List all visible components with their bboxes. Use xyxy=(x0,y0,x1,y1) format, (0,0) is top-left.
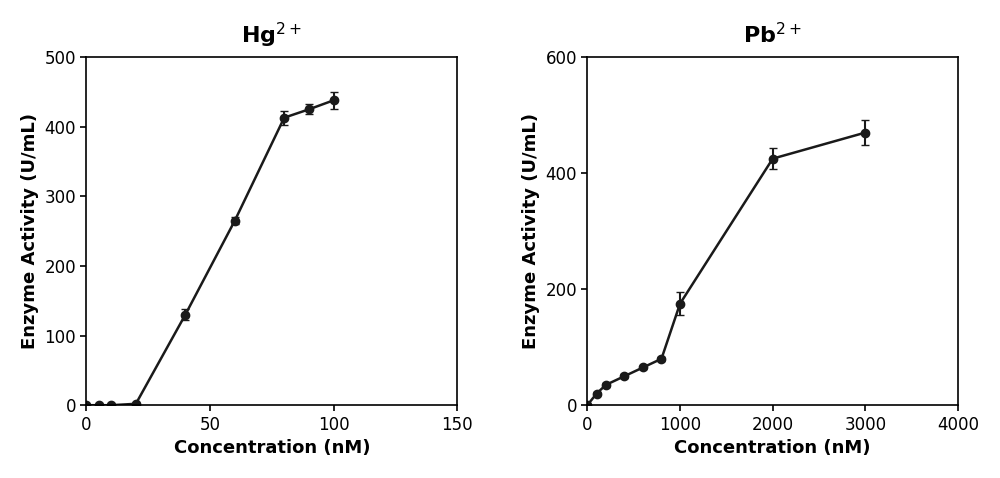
Title: Hg$^{2+}$: Hg$^{2+}$ xyxy=(241,21,302,50)
X-axis label: Concentration (nM): Concentration (nM) xyxy=(174,439,370,457)
Title: Pb$^{2+}$: Pb$^{2+}$ xyxy=(743,22,802,47)
Y-axis label: Enzyme Activity (U/mL): Enzyme Activity (U/mL) xyxy=(522,113,540,349)
X-axis label: Concentration (nM): Concentration (nM) xyxy=(674,439,871,457)
Y-axis label: Enzyme Activity (U/mL): Enzyme Activity (U/mL) xyxy=(21,113,39,349)
